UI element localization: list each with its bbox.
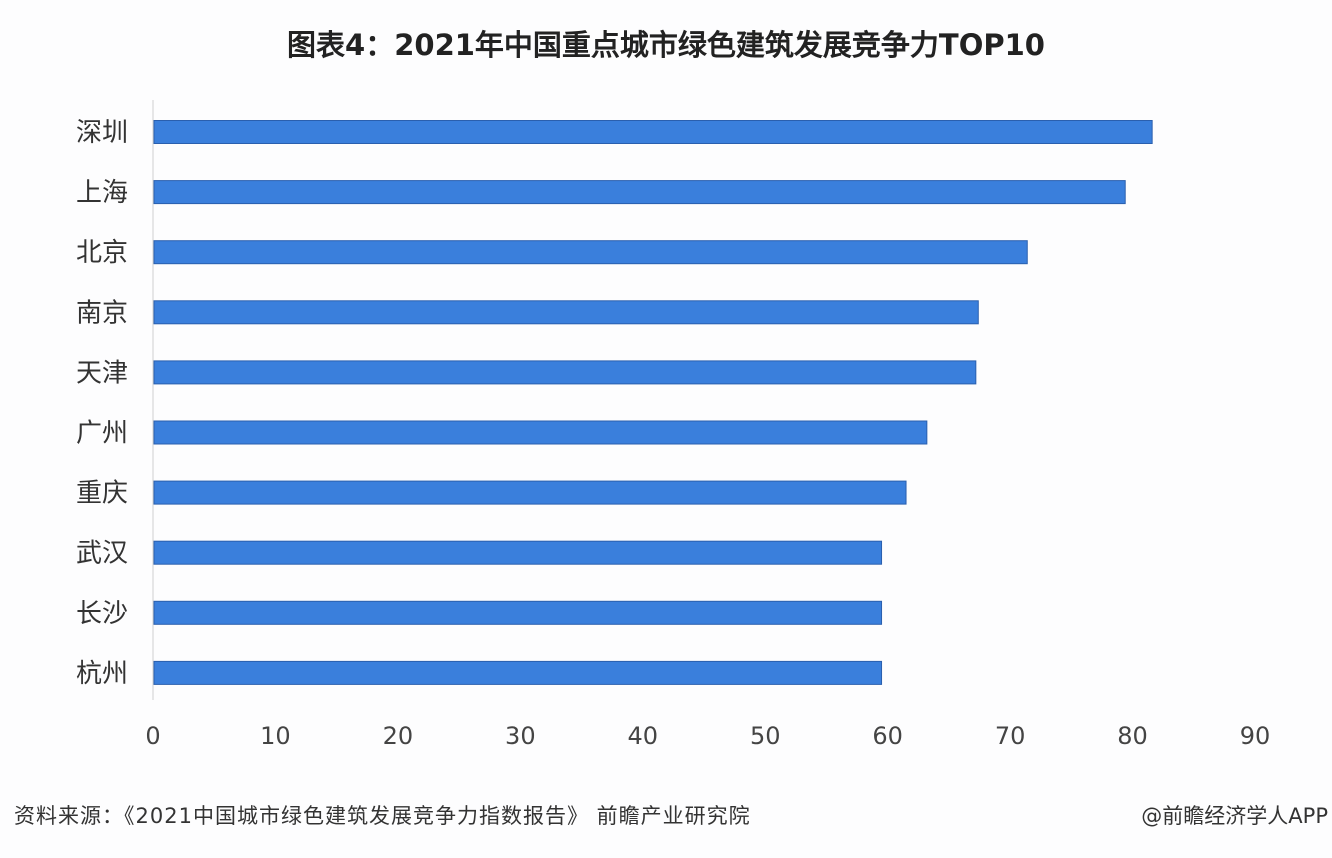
category-label: 天津 — [76, 358, 128, 388]
x-tick-label: 70 — [995, 722, 1026, 750]
x-tick-label: 50 — [750, 722, 781, 750]
bar-广州 — [153, 420, 928, 445]
chart-title: 图表4：2021年中国重点城市绿色建筑发展竞争力TOP10 — [287, 28, 1045, 62]
category-label: 重庆 — [76, 479, 128, 509]
category-label: 南京 — [76, 298, 128, 328]
x-tick-label: 90 — [1240, 722, 1271, 750]
bar-上海 — [153, 180, 1126, 205]
x-tick-label: 10 — [260, 722, 291, 750]
category-label: 杭州 — [76, 659, 128, 689]
bar-重庆 — [153, 480, 907, 505]
bar-南京 — [153, 300, 979, 325]
source-note: 资料来源：《2021中国城市绿色建筑发展竞争力指数报告》 前瞻产业研究院 — [14, 804, 751, 828]
x-tick-label: 0 — [145, 722, 160, 750]
credit-note: @前瞻经济学人APP — [1141, 804, 1328, 828]
bar-深圳 — [153, 120, 1153, 144]
bar-天津 — [153, 360, 977, 385]
x-tick-label: 60 — [872, 722, 903, 750]
category-label: 广州 — [76, 419, 128, 449]
bar-长沙 — [153, 600, 883, 625]
category-label: 北京 — [76, 238, 128, 268]
bar-武汉 — [153, 540, 883, 565]
category-label: 上海 — [76, 178, 128, 208]
category-label: 长沙 — [76, 599, 128, 629]
bar-北京 — [153, 240, 1028, 265]
category-label: 深圳 — [76, 118, 128, 148]
bar-杭州 — [153, 660, 883, 685]
x-tick-label: 80 — [1117, 722, 1148, 750]
x-tick-label: 40 — [628, 722, 659, 750]
x-tick-label: 30 — [505, 722, 536, 750]
x-tick-label: 20 — [383, 722, 414, 750]
category-label: 武汉 — [76, 539, 128, 569]
